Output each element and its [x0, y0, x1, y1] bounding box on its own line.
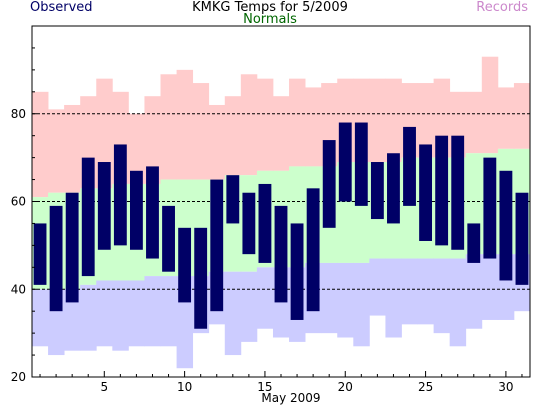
legend-observed: Observed	[30, 0, 93, 15]
y-tick-label-40: 40	[11, 282, 26, 296]
record-low-band-5	[96, 280, 113, 347]
record-high-band-31	[513, 83, 531, 149]
record-low-band-28	[465, 254, 483, 329]
record-low-band-23	[385, 258, 402, 338]
observed-bar-27	[451, 135, 465, 250]
observed-bar-7	[129, 170, 143, 250]
record-low-band-19	[321, 262, 338, 334]
record-high-band-23	[385, 78, 402, 163]
observed-bar-21	[354, 122, 368, 206]
observed-bar-3	[65, 192, 79, 303]
observed-bar-2	[49, 205, 63, 312]
record-low-band-24	[401, 258, 418, 325]
x-tick-label-25: 25	[418, 380, 433, 394]
record-low-band-3	[64, 289, 81, 351]
record-low-band-25	[417, 258, 435, 325]
record-low-band-7	[128, 280, 145, 347]
observed-bar-16	[274, 205, 288, 303]
record-high-band-7	[128, 113, 145, 184]
observed-bar-6	[113, 144, 127, 246]
record-low-band-1	[32, 289, 49, 347]
observed-bar-13	[226, 175, 240, 224]
record-high-band-14	[240, 74, 258, 176]
record-low-band-14	[240, 271, 258, 342]
record-low-band-4	[80, 284, 97, 351]
record-high-band-1	[32, 91, 49, 198]
record-low-band-29	[481, 254, 499, 320]
record-low-band-21	[353, 262, 370, 347]
record-low-band-13	[224, 271, 242, 356]
legend-records: Records	[476, 0, 528, 15]
record-low-band-22	[369, 258, 386, 316]
observed-bar-30	[499, 170, 513, 281]
observed-bar-17	[290, 223, 304, 320]
record-low-band-6	[112, 280, 129, 351]
record-high-band-30	[497, 87, 515, 149]
y-tick-label-60: 60	[11, 195, 26, 209]
observed-bar-1	[33, 223, 47, 285]
observed-bar-15	[258, 183, 272, 263]
observed-bar-20	[338, 122, 352, 202]
record-high-band-8	[144, 96, 161, 184]
record-high-band-16	[272, 96, 290, 171]
observed-bar-25	[419, 144, 433, 241]
observed-bar-11	[194, 227, 208, 329]
observed-bar-10	[178, 227, 192, 303]
observed-bar-9	[162, 205, 175, 272]
record-high-band-15	[256, 78, 274, 171]
y-tick-label-20: 20	[11, 370, 26, 384]
record-high-band-9	[160, 74, 177, 180]
record-high-band-22	[369, 78, 386, 163]
observed-bar-29	[483, 157, 497, 259]
observed-bar-4	[81, 157, 95, 277]
record-high-band-13	[224, 96, 242, 176]
record-low-band-8	[144, 276, 161, 347]
observed-bar-8	[146, 166, 159, 259]
record-high-band-17	[289, 78, 306, 167]
record-low-band-20	[337, 262, 354, 338]
record-high-band-18	[305, 87, 322, 167]
record-high-band-28	[465, 91, 483, 154]
observed-bar-31	[515, 192, 529, 285]
record-high-band-29	[481, 56, 499, 154]
observed-bar-5	[97, 162, 111, 250]
record-high-band-3	[64, 104, 81, 193]
observed-bar-24	[403, 126, 416, 206]
observed-bar-19	[322, 140, 336, 228]
chart-title: KMKG Temps for 5/2009	[192, 0, 348, 15]
x-tick-label-20: 20	[338, 380, 353, 394]
record-low-band-15	[256, 267, 274, 329]
observed-bar-26	[435, 135, 449, 246]
record-high-band-10	[176, 69, 194, 180]
observed-bar-12	[210, 179, 224, 312]
observed-bar-14	[242, 192, 256, 255]
record-low-band-27	[449, 258, 467, 347]
legend-normals: Normals	[243, 12, 297, 27]
observed-bar-28	[467, 223, 481, 263]
record-high-band-12	[208, 104, 226, 180]
x-tick-label-10: 10	[177, 380, 192, 394]
x-tick-label-30: 30	[498, 380, 513, 394]
record-high-band-2	[48, 109, 65, 193]
record-low-band-26	[433, 258, 451, 334]
record-low-band-9	[160, 276, 177, 347]
record-high-band-5	[96, 78, 113, 189]
x-tick-label-15: 15	[257, 380, 272, 394]
y-tick-label-80: 80	[11, 107, 26, 121]
record-high-band-11	[192, 83, 210, 180]
observed-bar-18	[306, 188, 320, 312]
observed-bar-23	[387, 153, 400, 224]
x-tick-label-5: 5	[100, 380, 108, 394]
record-high-band-25	[417, 83, 435, 158]
x-axis-label: May 2009	[261, 391, 320, 405]
observed-bar-22	[370, 162, 384, 220]
